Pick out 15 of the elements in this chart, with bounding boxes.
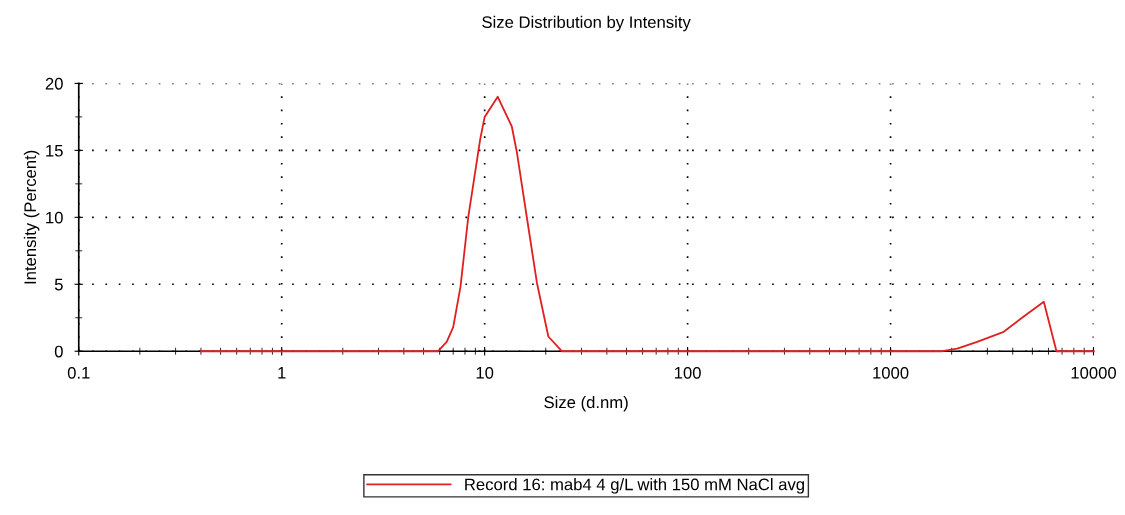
x-tick-label: 10000 <box>1071 366 1117 379</box>
x-tick-label: 10 <box>476 366 494 379</box>
y-tick-label: 0 <box>54 345 63 358</box>
y-tick-label: 20 <box>45 77 63 90</box>
x-axis-title: Size (d.nm) <box>544 395 628 412</box>
y-tick-label: 15 <box>46 144 63 157</box>
legend-label: Record 16: mab4 4 g/L with 150 mM NaCl avg <box>465 478 804 494</box>
x-tick-label: 0.1 <box>67 366 90 379</box>
y-tick-label: 5 <box>54 278 63 291</box>
y-axis-title: Intensity (Percent) <box>23 150 40 284</box>
chart-title: Size Distribution by Intensity <box>482 15 691 32</box>
x-tick-label: 1000 <box>873 366 909 379</box>
x-tick-label: 100 <box>674 366 701 379</box>
y-tick-label: 10 <box>46 211 63 224</box>
x-tick-label: 1 <box>278 367 286 379</box>
